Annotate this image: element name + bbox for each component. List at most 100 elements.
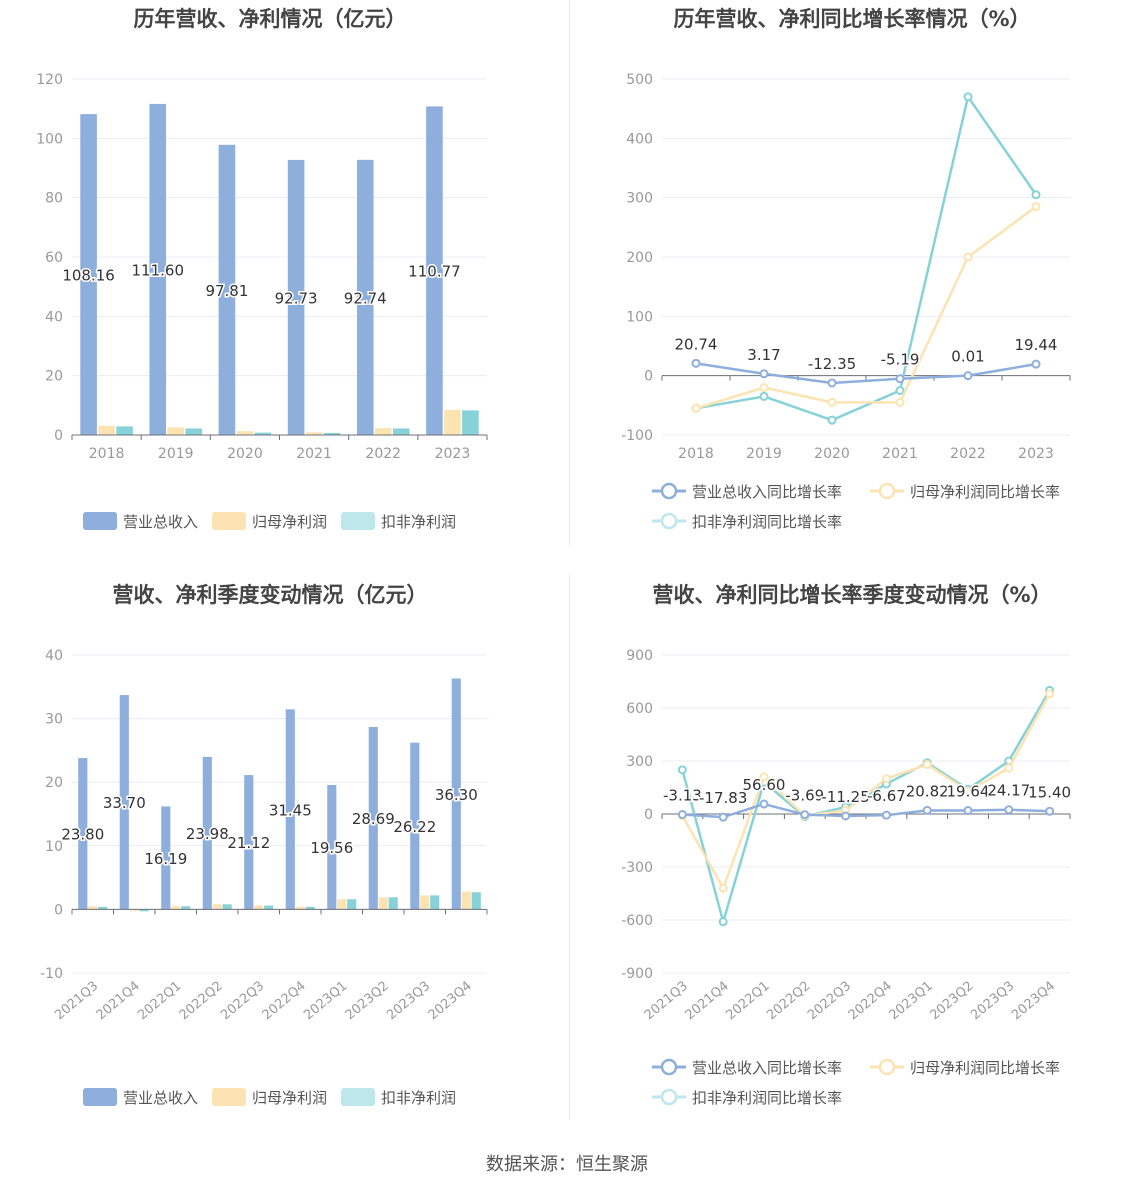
y-tick-label: 600 [626,701,653,717]
bar [167,427,185,435]
x-tick-label: 2023Q1 [887,979,936,1024]
series-line [695,205,1037,410]
bar [420,895,430,910]
data-label: -12.35 [808,355,856,373]
y-tick-label: -100 [621,428,653,444]
x-tick-label: 2021 [296,446,332,462]
y-tick-label: 0 [54,902,63,918]
series-point [759,772,769,782]
series-point [759,391,769,401]
series-point [677,810,687,820]
y-tick-label: 20 [45,369,63,385]
legend-marker [878,1058,896,1076]
y-tick-label: 100 [626,309,653,325]
bar [185,428,203,435]
x-tick-label: 2023Q2 [927,979,976,1024]
y-tick-label: 500 [626,72,653,88]
data-label: 92.73 [275,289,318,307]
bar [462,410,479,435]
x-tick-label: 2022Q4 [260,979,309,1024]
legend-label: 归母净利润同比增长率 [910,1059,1060,1077]
legend-label: 扣非净利润 [381,1089,456,1107]
legend-swatch [83,1088,117,1106]
x-tick-label: 2022Q3 [218,979,267,1024]
bar [116,426,133,435]
series-point [718,812,728,822]
series-point [691,358,701,368]
legend-swatch [83,512,117,530]
series-point [1004,805,1014,815]
y-tick-label: 300 [626,754,653,770]
series-point [895,374,905,384]
data-label: 20.74 [675,335,718,353]
legend-label: 扣非净利润同比增长率 [692,1089,842,1107]
data-label: 92.74 [344,289,387,307]
x-tick-label: 2021Q4 [94,979,143,1024]
x-tick-label: 2021Q3 [642,979,691,1024]
bar [392,428,410,435]
y-tick-label: 80 [45,191,63,207]
data-label: 23.98 [186,825,229,843]
series-point [881,774,891,784]
y-tick-label: 200 [626,250,653,266]
data-label: 16.19 [144,850,187,868]
series-line [695,362,1037,385]
x-tick-label: 2018 [678,446,714,462]
bar [254,432,272,435]
y-tick-label: -600 [621,913,653,929]
bar [218,144,236,436]
series-line [681,693,1051,892]
y-tick-label: -10 [40,966,63,982]
x-tick-label: 2022 [950,446,986,462]
series-point [1004,763,1014,773]
bar [347,899,357,910]
y-tick-label: 20 [45,775,63,791]
data-label: 56.60 [743,776,786,794]
bar [337,899,347,910]
x-tick-label: 2021 [882,446,918,462]
series-point [963,371,973,381]
y-tick-label: 0 [644,807,653,823]
bar [461,891,471,910]
bar [78,758,88,910]
series-point [963,92,973,102]
x-tick-label: 2022Q2 [177,979,226,1024]
series-point [922,760,932,770]
data-label: 19.64 [947,783,990,801]
vertical-divider-top [569,0,570,545]
legend-label: 营业总收入 [123,513,198,531]
data-label: -17.83 [699,789,747,807]
series-point [759,369,769,379]
legend-marker [660,482,678,500]
y-tick-label: 0 [644,369,653,385]
series-point [1031,190,1041,200]
vertical-divider-bottom [569,575,570,1120]
data-label: 110.77 [408,263,461,281]
x-tick-label: 2023Q4 [1009,979,1058,1024]
bar [149,103,167,436]
data-label: -3.69 [785,787,824,805]
bar [222,904,232,910]
data-label: -11.25 [821,788,869,806]
x-tick-label: 2022Q2 [764,979,813,1024]
legend-label: 归母净利润同比增长率 [910,483,1060,501]
legend-marker [660,1088,678,1106]
bar [202,756,212,910]
legend-label: 归母净利润 [252,513,327,531]
x-tick-label: 2018 [89,446,125,462]
y-tick-label: 30 [45,712,63,728]
bar [356,159,374,435]
bar [295,906,305,910]
y-tick-label: 40 [45,648,63,664]
data-label: -3.13 [663,787,702,805]
data-label: 108.16 [62,267,115,285]
bar [129,909,139,911]
y-tick-label: -300 [621,860,653,876]
bar [368,726,378,910]
data-label: 15.40 [1028,783,1071,801]
bar [471,892,481,910]
series-line [682,802,1050,819]
x-tick-label: 2023Q2 [343,979,392,1024]
series-point [881,810,891,820]
